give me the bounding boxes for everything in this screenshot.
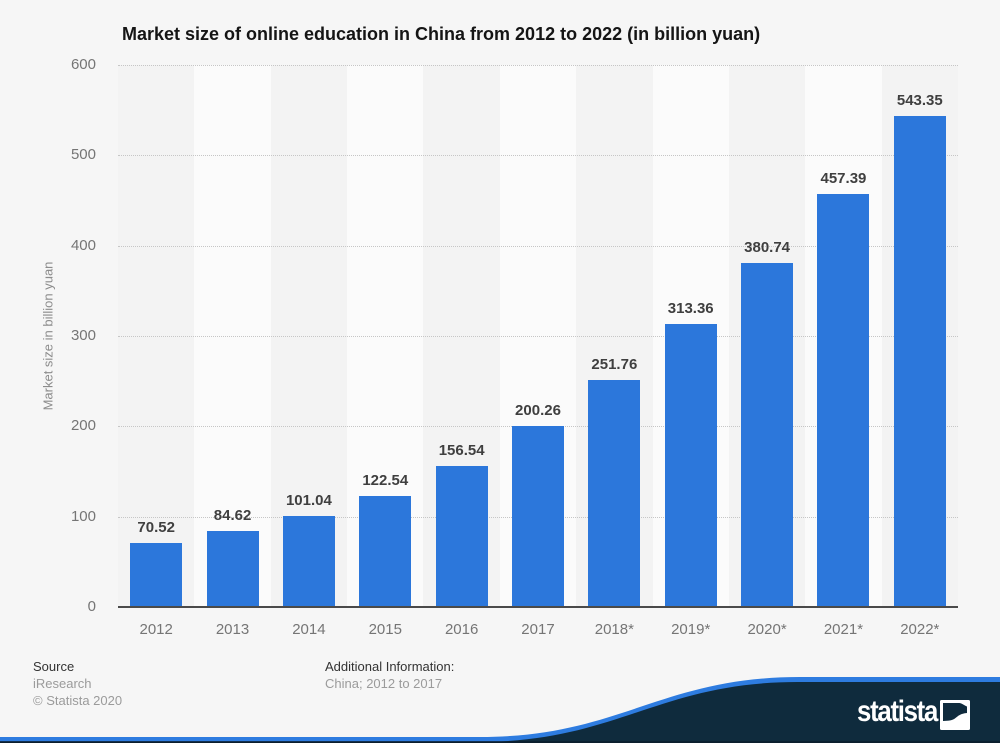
- x-tick-label: 2014: [292, 621, 326, 638]
- statista-banner: [0, 677, 1000, 743]
- banner-wave: [0, 682, 1000, 743]
- bar-value-label: 101.04: [285, 491, 332, 509]
- additional-info-label: Additional Information:: [325, 659, 455, 674]
- bar-2018*: [588, 379, 641, 607]
- y-tick-label: 300: [70, 327, 96, 344]
- y-tick-label: 500: [70, 146, 96, 164]
- bar-value-label: 122.54: [362, 472, 409, 490]
- x-tick-label: 2013: [215, 621, 250, 638]
- gridline-500: [118, 155, 958, 157]
- x-axis-line: [118, 606, 958, 608]
- source-block: Source iResearch © Statista 2020: [33, 658, 122, 709]
- y-tick-label: 200: [70, 417, 96, 435]
- source-name: iResearch: [33, 676, 92, 691]
- additional-info-value: China; 2012 to 2017: [325, 676, 443, 691]
- bar-2022*: [893, 116, 946, 607]
- source-label: Source: [33, 659, 75, 674]
- x-tick-label: 2015: [368, 621, 402, 638]
- bar-value-label: 156.54: [438, 441, 485, 459]
- x-tick-label: 2016: [444, 621, 479, 638]
- gridline-400: [118, 245, 958, 247]
- gridline-300: [118, 336, 958, 337]
- chart-title: Market size of online education in China…: [122, 24, 761, 44]
- bar-2014: [282, 515, 335, 607]
- statista-logo-icon: [940, 700, 970, 730]
- bar-2013: [206, 530, 259, 607]
- x-tick-label: 2022*: [900, 621, 940, 638]
- bar-value-label: 313.36: [667, 299, 714, 317]
- additional-info-block: Additional Information: China; 2012 to 2…: [325, 658, 454, 692]
- bar-2017: [512, 426, 564, 607]
- bar-2019*: [664, 323, 717, 607]
- bar-2012: [130, 543, 183, 607]
- x-tick-label: 2012: [139, 621, 173, 638]
- x-tick-label: 2020*: [747, 621, 787, 638]
- statista-logo-text: statista: [856, 695, 938, 728]
- bar-value-label: 200.26: [515, 402, 561, 420]
- y-tick-label: 400: [70, 236, 96, 254]
- x-tick-label: 2021*: [823, 621, 864, 638]
- y-tick-label: 100: [70, 507, 96, 525]
- bar-value-label: 70.52: [137, 519, 175, 537]
- bar-value-label: 84.62: [213, 506, 252, 524]
- bar-value-label: 457.39: [820, 169, 867, 187]
- gridline-600: [118, 65, 958, 66]
- x-tick-label: 2018*: [594, 621, 634, 638]
- y-tick-label: 600: [70, 56, 96, 73]
- bar-2016: [435, 465, 488, 607]
- bar-2021*: [817, 193, 870, 607]
- copyright-notice: © Statista 2020: [33, 693, 123, 708]
- bar-value-label: 251.76: [591, 355, 638, 373]
- x-tick-label: 2017: [521, 621, 555, 638]
- statista-wave-glyph: [943, 703, 967, 721]
- x-tick-label: 2019*: [671, 621, 711, 638]
- y-tick-label: 0: [87, 598, 96, 615]
- bar-2020*: [741, 263, 794, 607]
- bar-value-label: 380.74: [744, 239, 791, 257]
- banner-bottom-strip: [0, 741, 1000, 743]
- bar-value-label: 543.35: [896, 92, 943, 110]
- bar-2015: [359, 496, 412, 607]
